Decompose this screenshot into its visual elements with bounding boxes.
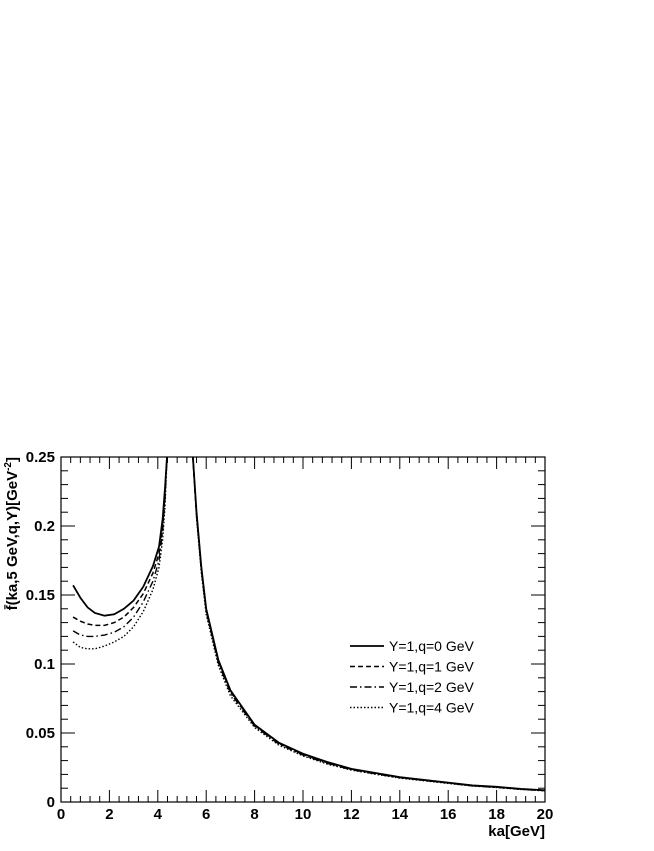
axis-ticks: 0 2 4 6 8 10 12 14 16 18 20 0 0.05 0.1 0.15 0.2 0.25 bbox=[26, 449, 554, 823]
y-axis-title: f̄(ka,5 GeV,q,Y)[GeV-2] bbox=[3, 457, 21, 610]
y-axis-title-close: ] bbox=[4, 457, 21, 462]
y-axis-title-sup: -2 bbox=[3, 462, 14, 471]
plot-frame-rect bbox=[60, 456, 546, 803]
x-tick-label: 16 bbox=[440, 806, 457, 823]
y-tick-label: 0.2 bbox=[34, 518, 55, 535]
y-tick-label: 0 bbox=[47, 794, 55, 811]
x-tick-label: 6 bbox=[202, 806, 210, 823]
y-axis-title-main: f̄(ka,5 GeV,q,Y)[GeV bbox=[3, 471, 21, 611]
series-lines bbox=[72, 456, 546, 792]
x-tick-label: 8 bbox=[250, 806, 258, 823]
x-tick-label: 20 bbox=[537, 806, 554, 823]
series-line-3-right bbox=[192, 456, 546, 792]
x-tick-label: 2 bbox=[105, 806, 113, 823]
y-tick-label: 0.1 bbox=[34, 656, 55, 673]
x-axis-title: ka[GeV] bbox=[488, 823, 545, 840]
series-line-1-left bbox=[72, 456, 168, 617]
y-tick-label: 0.25 bbox=[26, 449, 55, 466]
x-tick-label: 14 bbox=[391, 806, 408, 823]
x-tick-label: 18 bbox=[488, 806, 505, 823]
series-line-2-left bbox=[72, 456, 168, 627]
legend-label-4: Y=1,q=4 GeV bbox=[389, 700, 475, 716]
x-tick-label: 12 bbox=[343, 806, 360, 823]
series-line-2-right bbox=[192, 456, 546, 792]
y-tick-label: 0.15 bbox=[26, 587, 55, 604]
x-tick-label: 0 bbox=[57, 806, 65, 823]
series-line-1-right bbox=[191, 456, 546, 792]
series-line-4-left bbox=[72, 456, 168, 650]
legend-label-3: Y=1,q=2 GeV bbox=[389, 679, 475, 695]
x-tick-label: 4 bbox=[154, 806, 163, 823]
series-line-3-left bbox=[72, 456, 168, 638]
series-line-4-right bbox=[192, 456, 546, 792]
legend-label-1: Y=1,q=0 GeV bbox=[389, 638, 475, 654]
y-tick-label: 0.05 bbox=[26, 725, 55, 742]
x-tick-label: 10 bbox=[295, 806, 312, 823]
legend: Y=1,q=0 GeV Y=1,q=1 GeV Y=1,q=2 GeV Y=1,q=4… bbox=[350, 638, 475, 716]
legend-label-2: Y=1,q=1 GeV bbox=[389, 659, 475, 675]
plot-frame bbox=[60, 456, 546, 803]
